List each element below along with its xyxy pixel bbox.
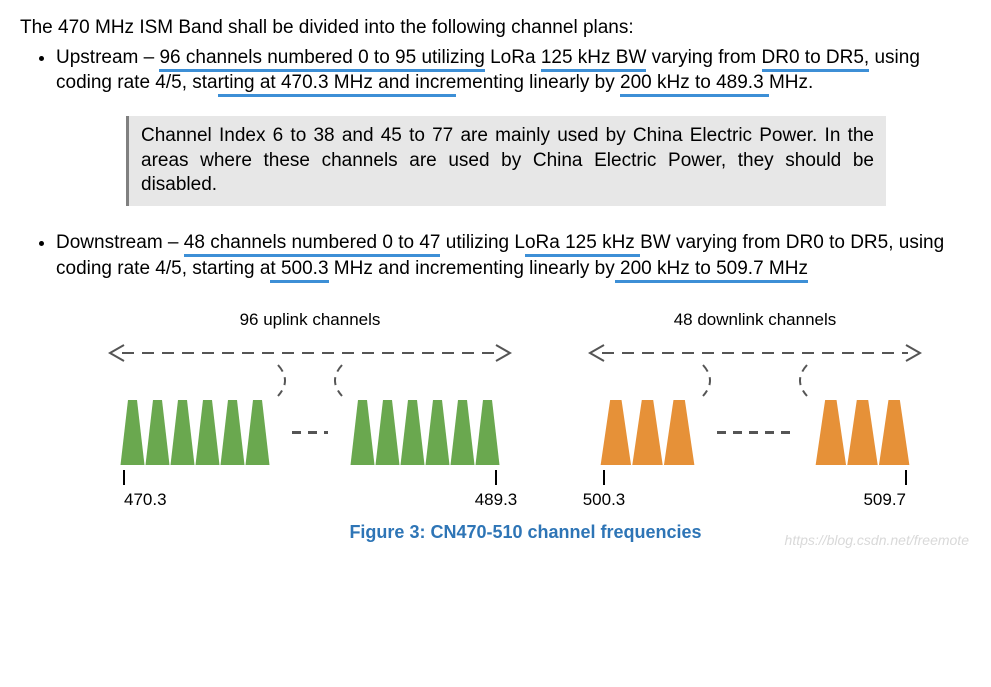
underline-segment: oRa 125 kHz	[525, 232, 640, 257]
uplink-count-label: 96 uplink channels	[240, 310, 381, 329]
channel-trapezoid	[146, 400, 170, 465]
channel-trapezoid	[816, 400, 846, 465]
underline-segment: 200 kHz to 489.3	[620, 72, 769, 97]
channel-trapezoid	[847, 400, 877, 465]
channel-trapezoid	[664, 400, 694, 465]
channel-plan-list: Upstream – 96 channels numbered 0 to 95 …	[56, 45, 971, 282]
channel-trapezoid	[401, 400, 425, 465]
upstream-item: Upstream – 96 channels numbered 0 to 95 …	[56, 45, 971, 206]
underline-segment: DR0 to DR5,	[762, 47, 870, 72]
frequency-label: 509.7	[863, 490, 906, 509]
channel-trapezoid	[879, 400, 909, 465]
underline-segment: t 500.3	[270, 258, 328, 283]
channel-trapezoid	[476, 400, 500, 465]
channel-trapezoid	[196, 400, 220, 465]
underline-segment: rting at 470.3 MHz and incre	[218, 72, 457, 97]
plain-segment: LoRa	[485, 47, 541, 68]
frequency-label: 470.3	[124, 490, 167, 509]
channel-trapezoid	[426, 400, 450, 465]
plain-segment: varying from	[646, 47, 761, 68]
channel-trapezoid	[376, 400, 400, 465]
channel-trapezoid	[632, 400, 662, 465]
underline-segment: 125 kHz BW	[541, 47, 647, 72]
note-box: Channel Index 6 to 38 and 45 to 77 are m…	[126, 116, 886, 206]
underline-segment: 96 channels numbered 0 to 95 utilizing	[159, 47, 484, 72]
downlink-count-label: 48 downlink channels	[674, 310, 837, 329]
frequency-label: 500.3	[583, 490, 626, 509]
underline-segment: 200 kHz to 509.7 MHz	[615, 258, 808, 283]
upstream-prefix: Upstream –	[56, 47, 159, 68]
downstream-item: Downstream – 48 channels numbered 0 to 4…	[56, 230, 971, 281]
channel-trapezoid	[121, 400, 145, 465]
plain-segment: utilizing L	[440, 232, 525, 253]
channel-trapezoid	[221, 400, 245, 465]
plain-segment: MHz and incrementing linearly by	[329, 258, 615, 279]
channel-trapezoid	[351, 400, 375, 465]
channel-trapezoid	[246, 400, 270, 465]
channel-trapezoid	[451, 400, 475, 465]
intro-text: The 470 MHz ISM Band shall be divided in…	[20, 15, 971, 41]
plain-segment: MHz.	[769, 72, 813, 93]
channel-frequency-figure: 96 uplink channels 48 downlink channels 47…	[80, 305, 971, 543]
channel-trapezoid	[171, 400, 195, 465]
plain-segment: menting linearly by	[456, 72, 620, 93]
frequency-diagram-svg: 96 uplink channels 48 downlink channels 47…	[80, 305, 950, 510]
frequency-label: 489.3	[475, 490, 518, 509]
downstream-prefix: Downstream –	[56, 232, 184, 253]
underline-segment: 48 channels numbered 0 to 47	[184, 232, 441, 257]
watermark-text: https://blog.csdn.net/freemote	[785, 532, 969, 548]
channel-trapezoid	[601, 400, 631, 465]
